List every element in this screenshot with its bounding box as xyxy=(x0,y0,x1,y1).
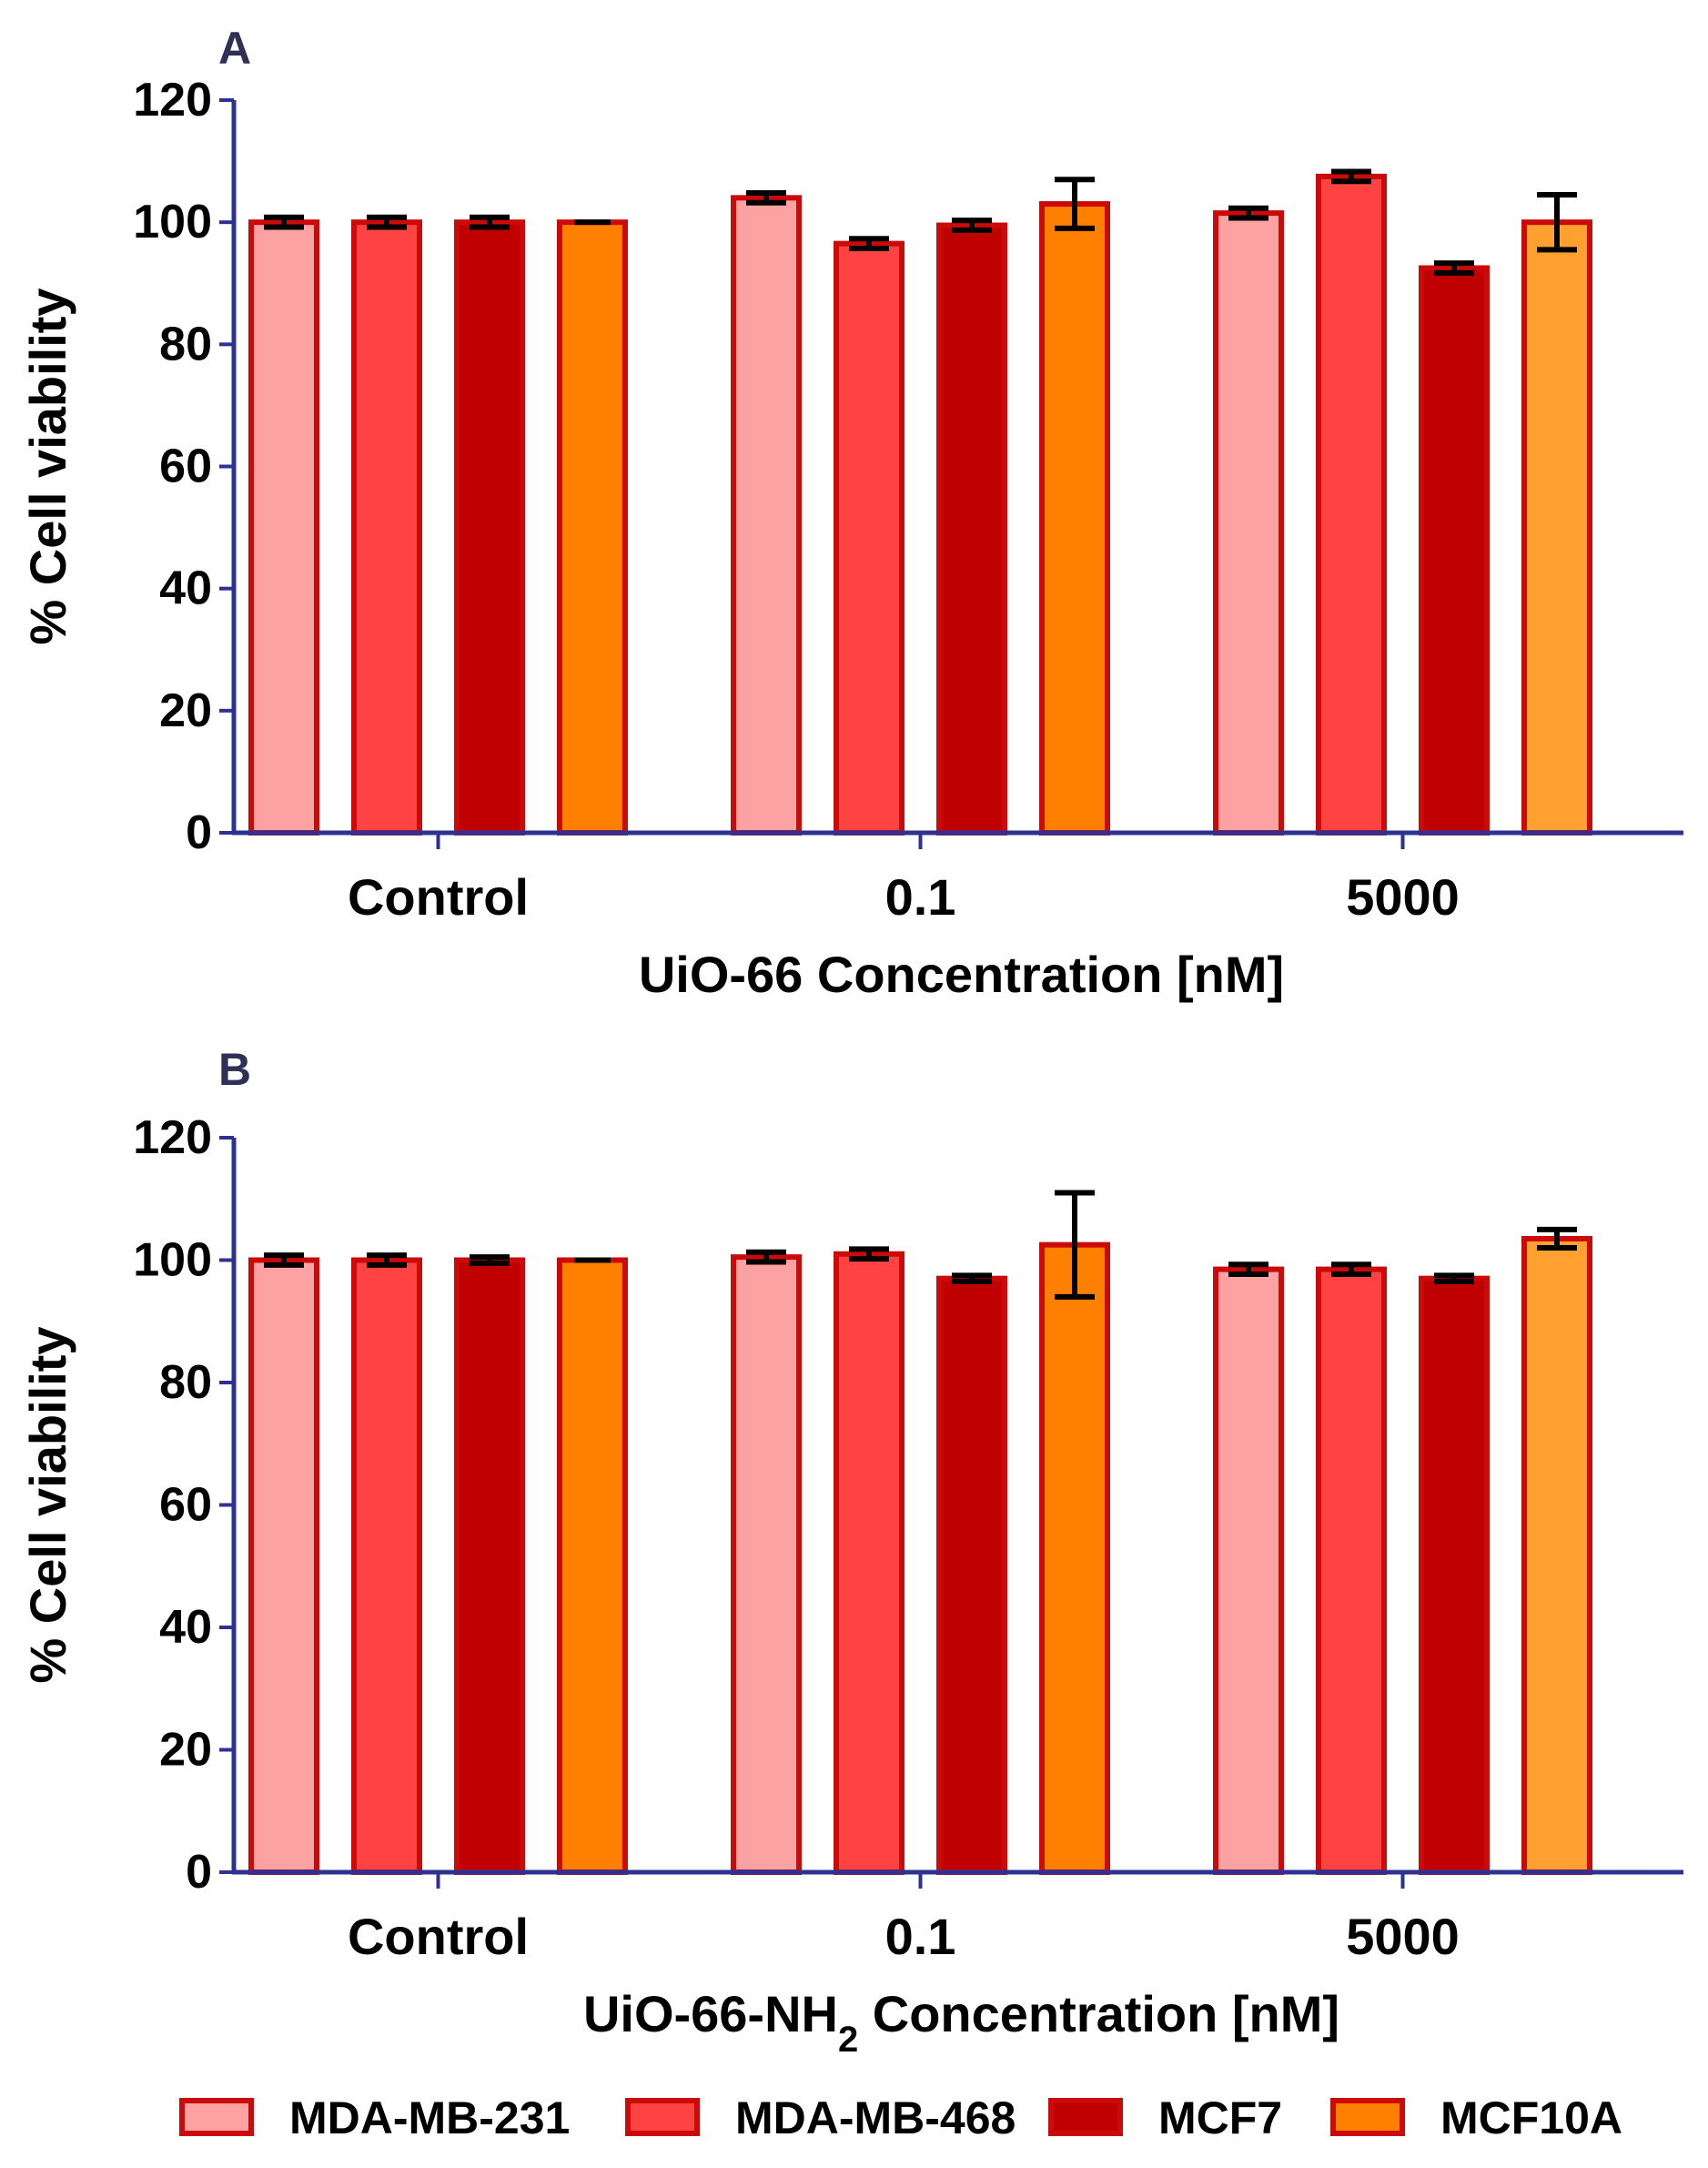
bar xyxy=(1316,1266,1387,1875)
y-tick-label: 40 xyxy=(159,562,212,615)
legend-label: MDA-MB-231 xyxy=(289,2092,570,2143)
legend-swatch xyxy=(1048,2098,1123,2136)
x-category-label: 0.1 xyxy=(885,1908,956,1965)
bar xyxy=(834,240,905,836)
legend-swatch xyxy=(625,2098,700,2136)
y-tick-label: 60 xyxy=(159,1479,212,1532)
x-axis-title-part: Concentration [nM] xyxy=(858,1985,1339,2042)
bar xyxy=(248,1257,319,1875)
y-axis-title: % Cell viability xyxy=(19,288,76,644)
bar xyxy=(1039,201,1110,836)
y-tick-label: 120 xyxy=(133,74,212,127)
y-tick-label: 60 xyxy=(159,441,212,493)
x-category-label: 5000 xyxy=(1346,1908,1460,1965)
bar xyxy=(351,1257,422,1875)
bar xyxy=(1419,1275,1490,1876)
y-tick-label: 20 xyxy=(159,684,212,737)
y-tick-label: 100 xyxy=(133,196,212,248)
y-tick-label: 0 xyxy=(186,806,212,859)
bar xyxy=(557,219,628,836)
y-tick-label: 40 xyxy=(159,1601,212,1654)
bar xyxy=(1419,265,1490,836)
legend-label: MDA-MB-468 xyxy=(735,2092,1016,2143)
y-tick-label: 80 xyxy=(159,1356,212,1409)
x-axis-title-subscript: 2 xyxy=(838,2020,858,2060)
bar xyxy=(1521,219,1592,836)
x-category-label: Control xyxy=(348,1908,529,1965)
bar xyxy=(731,1254,802,1875)
x-axis-title-part: UiO-66 Concentration [nM] xyxy=(639,946,1284,1003)
bar xyxy=(1213,1266,1284,1875)
bar xyxy=(731,195,802,836)
legend-label: MCF7 xyxy=(1158,2092,1282,2143)
y-tick-label: 80 xyxy=(159,318,212,370)
y-tick-label: 120 xyxy=(133,1111,212,1164)
y-tick-label: 100 xyxy=(133,1234,212,1287)
bar xyxy=(834,1251,905,1875)
y-tick-label: 20 xyxy=(159,1724,212,1777)
x-category-label: Control xyxy=(348,868,529,926)
legend: MDA-MB-231 MDA-MB-468 MCF7 MCF10A xyxy=(179,2092,1622,2143)
panel-a-chart: A 0 20 40 60 80 100 120 Control 0.1 5000 UiO-66 Con… xyxy=(19,23,1683,1003)
y-axis-title: % Cell viability xyxy=(19,1326,76,1683)
panel-letter: B xyxy=(218,1044,251,1095)
x-axis-title: UiO-66-NH2 Concentration [nM] xyxy=(583,1985,1339,2060)
bar xyxy=(557,1257,628,1875)
bar xyxy=(351,219,422,836)
bar xyxy=(936,1275,1007,1876)
bar xyxy=(936,222,1007,836)
x-category-label: 5000 xyxy=(1346,868,1460,926)
bar xyxy=(1521,1235,1592,1875)
panel-letter: A xyxy=(218,23,251,74)
bar xyxy=(454,1257,525,1875)
bar xyxy=(1039,1241,1110,1875)
bar xyxy=(1316,173,1387,836)
legend-swatch xyxy=(1330,2098,1405,2136)
bar xyxy=(248,219,319,836)
bar xyxy=(1213,210,1284,836)
bar xyxy=(454,219,525,836)
x-category-label: 0.1 xyxy=(885,868,956,926)
legend-swatch xyxy=(179,2098,254,2136)
legend-label: MCF10A xyxy=(1440,2092,1622,2143)
y-tick-label: 0 xyxy=(186,1846,212,1899)
x-axis-title: UiO-66 Concentration [nM] xyxy=(639,946,1284,1003)
x-axis-title-part: UiO-66-NH xyxy=(583,1985,838,2042)
